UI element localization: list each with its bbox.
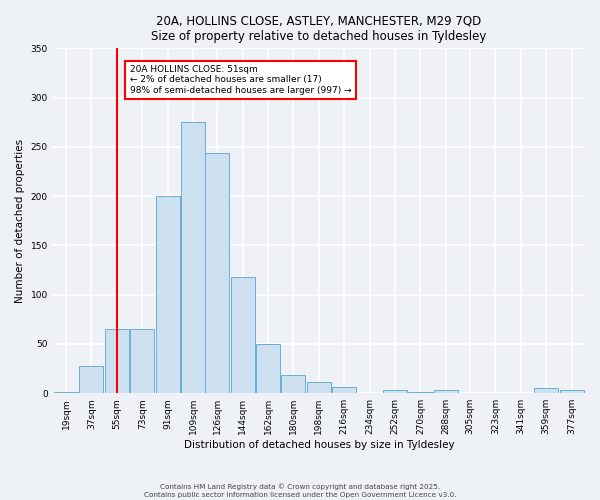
Bar — [156, 196, 180, 393]
Bar — [560, 390, 584, 393]
Title: 20A, HOLLINS CLOSE, ASTLEY, MANCHESTER, M29 7QD
Size of property relative to det: 20A, HOLLINS CLOSE, ASTLEY, MANCHESTER, … — [151, 15, 487, 43]
Bar — [105, 329, 129, 393]
Bar — [534, 388, 558, 393]
Bar — [281, 376, 305, 393]
Bar — [181, 122, 205, 393]
Bar — [205, 153, 229, 393]
Text: 20A HOLLINS CLOSE: 51sqm
← 2% of detached houses are smaller (17)
98% of semi-de: 20A HOLLINS CLOSE: 51sqm ← 2% of detache… — [130, 65, 351, 95]
Bar — [54, 392, 78, 393]
Bar — [332, 388, 356, 393]
Bar — [230, 277, 254, 393]
Bar — [79, 366, 103, 393]
Bar — [256, 344, 280, 393]
Bar — [130, 329, 154, 393]
Text: Contains HM Land Registry data © Crown copyright and database right 2025.
Contai: Contains HM Land Registry data © Crown c… — [144, 484, 456, 498]
Bar — [409, 392, 433, 393]
Bar — [434, 390, 458, 393]
X-axis label: Distribution of detached houses by size in Tyldesley: Distribution of detached houses by size … — [184, 440, 454, 450]
Bar — [307, 382, 331, 393]
Y-axis label: Number of detached properties: Number of detached properties — [15, 138, 25, 303]
Bar — [383, 390, 407, 393]
